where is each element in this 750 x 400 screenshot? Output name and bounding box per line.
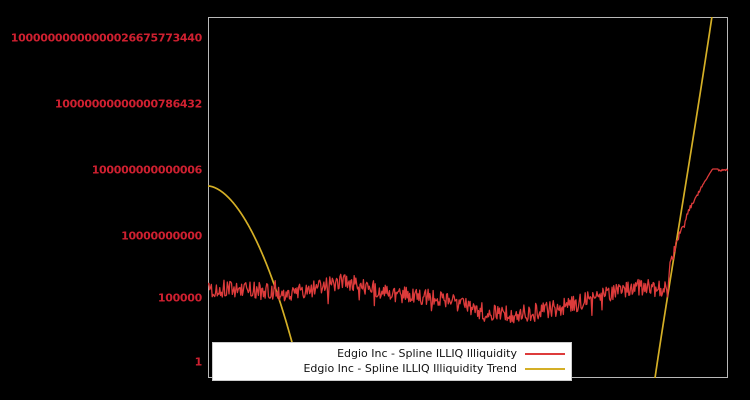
trend-series-group bbox=[208, 17, 713, 378]
legend-item-label: Edgio Inc - Spline ILLIQ Illiquidity Tre… bbox=[303, 362, 517, 375]
legend-color-swatch-illiquidity bbox=[525, 352, 565, 355]
plot-lines bbox=[208, 17, 728, 378]
legend-item: Edgio Inc - Spline ILLIQ Illiquidity Tre… bbox=[219, 361, 565, 376]
y-axis-tick-label: 1 bbox=[194, 355, 203, 369]
y-axis-tick-label: 10000000000 bbox=[121, 229, 202, 243]
illiquidity-line bbox=[208, 168, 728, 324]
y-axis-tick-label: 10000000000000786432 bbox=[54, 97, 202, 111]
legend-color-swatch-trend bbox=[525, 367, 565, 370]
legend-item: Edgio Inc - Spline ILLIQ Illiquidity bbox=[219, 346, 565, 361]
chart-legend: Edgio Inc - Spline ILLIQ Illiquidity Edg… bbox=[212, 342, 572, 381]
trend-line bbox=[208, 17, 713, 378]
legend-item-label: Edgio Inc - Spline ILLIQ Illiquidity bbox=[337, 347, 517, 360]
y-axis-tick-label: 100000 bbox=[157, 291, 202, 305]
illiquidity-series-group bbox=[208, 168, 728, 324]
y-axis-tick-label: 10000000000000026675773440 bbox=[10, 31, 203, 45]
y-axis-tick-label: 100000000000006 bbox=[91, 163, 203, 177]
